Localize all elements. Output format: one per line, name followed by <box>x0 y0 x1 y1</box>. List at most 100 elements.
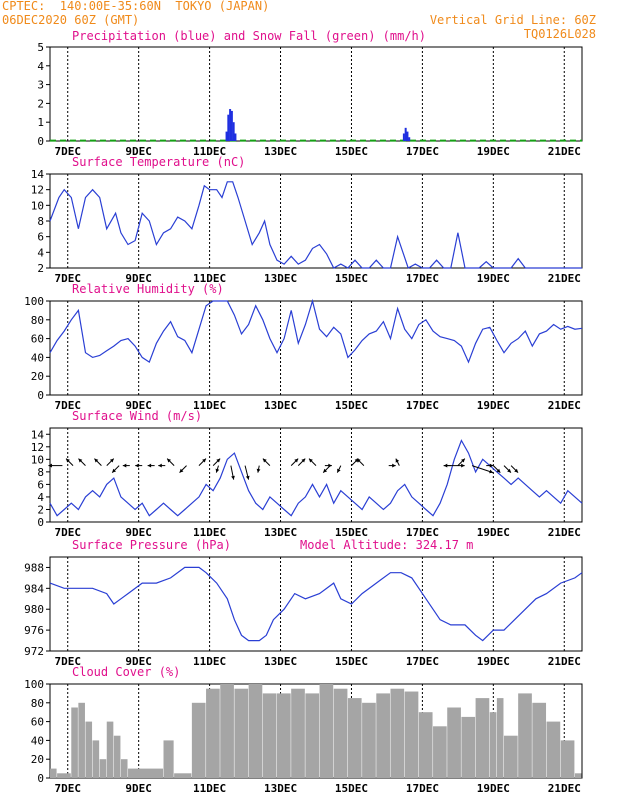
cloud-cover-bar <box>574 773 582 778</box>
x-tick-label: 9DEC <box>125 145 152 158</box>
cloud-cover-bar <box>276 693 291 778</box>
cloud-cover-bar <box>503 735 518 778</box>
wind-arrow-head <box>202 458 206 463</box>
cloud-cover-bar <box>305 693 320 778</box>
cloud-cover-bar <box>128 768 163 778</box>
cloud-cover-bar <box>376 693 390 778</box>
y-tick-label: 100 <box>24 295 44 308</box>
cloud-cover-bar <box>333 688 348 778</box>
panel-frame <box>49 556 583 652</box>
x-tick-label: 17DEC <box>406 782 439 795</box>
cloud-cover-bar <box>206 688 220 778</box>
x-tick-label: 7DEC <box>54 272 81 285</box>
panel-5: 0 20 40 60 80 100 7DEC 9DEC 11DEC 13DEC 15DEC 17DEC… <box>24 678 583 795</box>
y-tick-label: 2 <box>37 97 44 110</box>
x-tick-label: 17DEC <box>406 655 439 668</box>
y-tick-label: 8 <box>37 215 44 228</box>
cloud-cover-bar <box>347 698 362 778</box>
grid-note: Vertical Grid Line: 60Z <box>429 13 596 27</box>
y-tick-label: 80 <box>31 697 44 710</box>
cloud-cover-bar <box>174 773 192 778</box>
wind-arrow-head <box>489 463 494 468</box>
x-tick-label: 15DEC <box>335 145 368 158</box>
cloud-cover-bar <box>489 712 497 778</box>
x-tick-label: 17DEC <box>406 272 439 285</box>
series-line <box>49 298 583 364</box>
x-tick-label: 15DEC <box>335 399 368 412</box>
precip-bar <box>408 137 411 141</box>
x-tick-label: 19DEC <box>477 145 510 158</box>
y-tick-label: 100 <box>24 678 44 691</box>
x-tick-label: 11DEC <box>193 272 226 285</box>
x-tick-label: 21DEC <box>548 526 581 539</box>
wind-arrow-head <box>262 458 267 463</box>
x-tick-label: 7DEC <box>54 526 81 539</box>
y-tick-label: 984 <box>24 582 44 595</box>
x-tick-label: 13DEC <box>264 655 297 668</box>
cloud-cover-bar <box>433 726 447 778</box>
y-tick-label: 14 <box>31 428 45 441</box>
x-tick-label: 9DEC <box>125 399 152 412</box>
x-tick-label: 17DEC <box>406 526 439 539</box>
panel-frame <box>49 427 583 523</box>
precip-bar <box>229 109 232 141</box>
y-tick-label: 5 <box>37 41 44 54</box>
wind-arrow-head <box>112 468 116 473</box>
cloud-cover-bar <box>248 684 263 778</box>
wind-arrow-head <box>78 458 83 463</box>
wind-arrow-head <box>135 463 139 468</box>
y-tick-label: 0 <box>37 516 44 529</box>
wind-arrow-head <box>167 458 171 463</box>
precip-bar <box>230 110 233 141</box>
x-tick-label: 17DEC <box>406 145 439 158</box>
x-tick-label: 15DEC <box>335 526 368 539</box>
panel-1: 2 4 6 8 10 12 14 7DEC 9DEC 11DEC 13DEC 15DEC 17DEC 19… <box>31 168 583 285</box>
y-tick-label: 20 <box>31 370 44 383</box>
y-tick-label: 10 <box>31 453 44 466</box>
wind-arrow-head <box>66 458 70 463</box>
y-tick-label: 4 <box>37 60 44 73</box>
wind-arrow-head <box>514 468 519 473</box>
cloud-title: Cloud Cover (%) <box>72 665 181 679</box>
cloud-cover-bar <box>191 702 206 778</box>
x-tick-label: 19DEC <box>477 655 510 668</box>
precip-bar <box>225 131 228 141</box>
panel-0: 0 1 2 3 4 5 7DEC 9DEC 11DEC 13DEC 15DEC 17DEC 19DEC 2… <box>37 41 583 158</box>
x-tick-label: 13DEC <box>264 526 297 539</box>
y-tick-label: 980 <box>24 603 44 616</box>
panel-frame <box>49 173 583 269</box>
wind-arrow-head <box>216 458 221 463</box>
wind-arrow-head <box>245 475 250 480</box>
y-tick-label: 988 <box>24 561 44 574</box>
cloud-cover-bar <box>85 721 93 778</box>
x-tick-label: 7DEC <box>54 782 81 795</box>
cloud-cover-bar <box>113 735 121 778</box>
cloud-cover-bar <box>418 712 433 778</box>
wind-arrow-head <box>323 468 328 473</box>
wind-arrow-head <box>507 468 511 473</box>
x-tick-label: 21DEC <box>548 782 581 795</box>
cloud-cover-bar <box>71 707 78 778</box>
x-tick-label: 13DEC <box>264 782 297 795</box>
wind-arrow-head <box>147 463 152 468</box>
precip-bar <box>234 133 237 141</box>
wind-arrow-head <box>356 458 361 463</box>
wind-title: Surface Wind (m/s) <box>72 409 203 423</box>
x-tick-label: 9DEC <box>125 272 152 285</box>
x-tick-label: 15DEC <box>335 272 368 285</box>
station-header: CPTEC: 140:00E-35:60N TOKYO (JAPAN) <box>2 0 270 13</box>
wind-arrow-head <box>48 463 52 468</box>
cloud-cover-bar <box>291 688 305 778</box>
cloud-cover-bar <box>319 684 334 778</box>
x-tick-label: 21DEC <box>548 399 581 412</box>
wind-arrow-head <box>94 458 99 463</box>
panel-frame <box>49 300 583 396</box>
x-tick-label: 21DEC <box>548 145 581 158</box>
pressure-altitude: Model Altitude: 324.17 m <box>300 538 474 552</box>
x-tick-label: 21DEC <box>548 272 581 285</box>
wind-arrow-head <box>109 458 114 463</box>
run-header: 06DEC2020 60Z (GMT) <box>2 13 140 27</box>
x-tick-label: 13DEC <box>264 145 297 158</box>
cloud-cover-bar <box>78 702 85 778</box>
y-tick-label: 14 <box>31 168 45 181</box>
